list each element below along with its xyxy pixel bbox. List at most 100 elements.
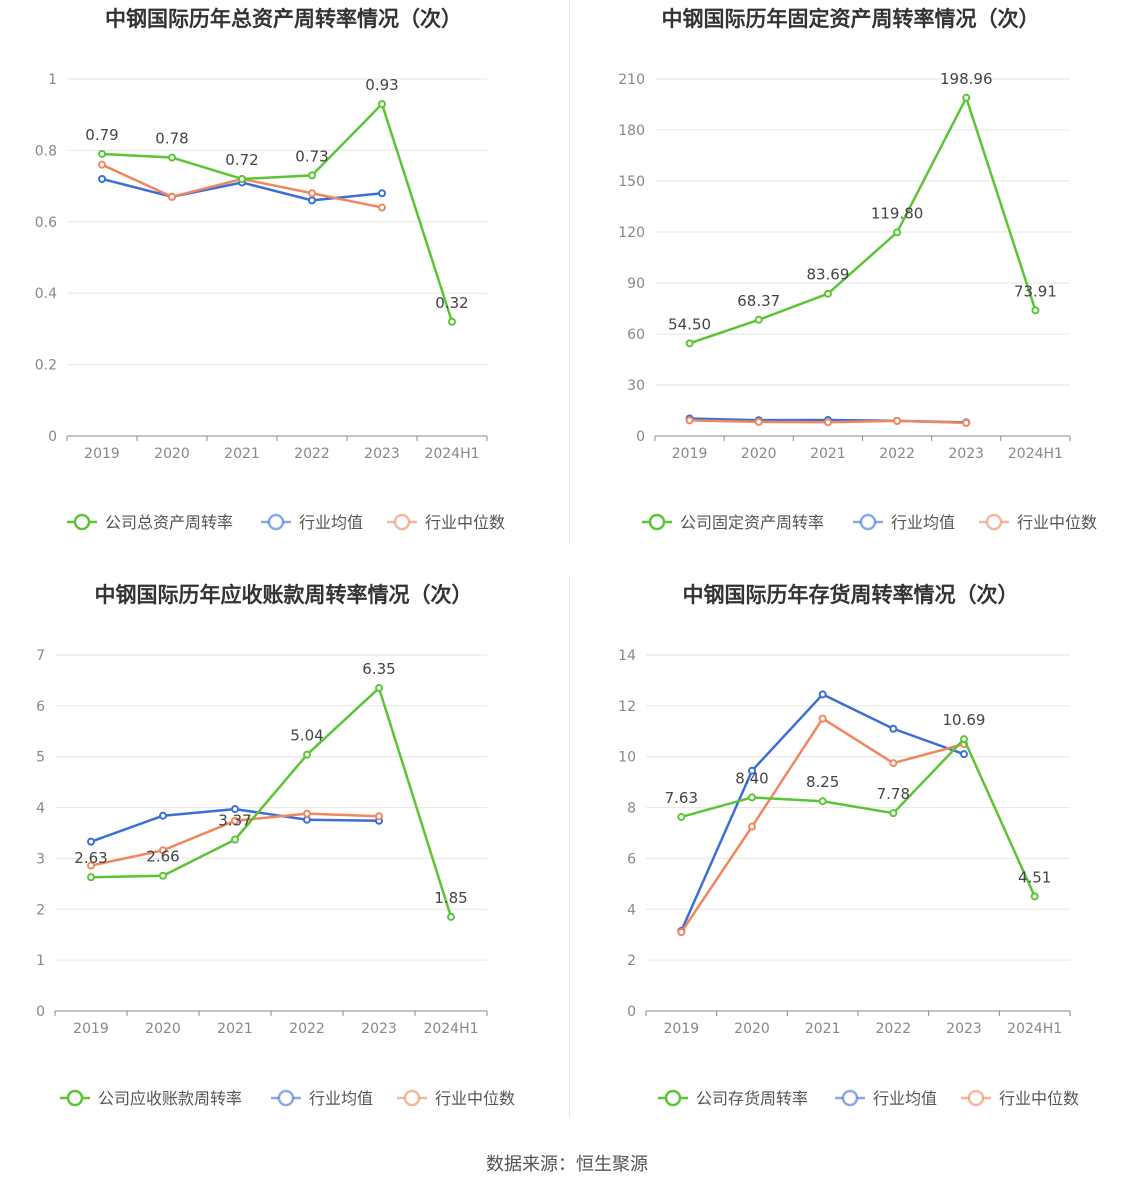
data-label: 198.96	[940, 70, 993, 88]
data-point-industry-average	[960, 750, 968, 759]
y-tick-label: 0.8	[35, 143, 57, 159]
x-tick-label: 2024H1	[1008, 446, 1063, 462]
data-label: 0.32	[435, 294, 468, 312]
data-label: 4.51	[1018, 868, 1051, 886]
data-point-company	[685, 339, 694, 348]
y-tick-label: 14	[618, 648, 636, 664]
data-label: 1.85	[434, 889, 467, 907]
data-label: 73.91	[1014, 282, 1057, 300]
data-label: 0.79	[85, 126, 118, 144]
series-line-company	[680, 737, 1036, 897]
y-tick-label: 4	[627, 902, 636, 918]
data-label: 7.78	[877, 785, 910, 803]
legend-marker-industry-median	[985, 513, 1003, 531]
legend-label-company: 公司存货周转率	[696, 1089, 808, 1108]
legend-marker-company	[66, 1089, 84, 1107]
data-label: 2.63	[74, 849, 107, 867]
y-tick-label: 10	[618, 750, 636, 766]
x-tick-label: 2019	[664, 1021, 700, 1037]
data-point-industry-median	[754, 417, 763, 426]
data-point-company	[962, 93, 971, 102]
data-point-company	[303, 750, 311, 759]
legend-label-industry-median: 行业中位数	[999, 1089, 1079, 1108]
data-point-company	[231, 835, 239, 844]
data-point-industry-median	[748, 822, 756, 831]
y-tick-label: 60	[627, 327, 645, 343]
data-point-company	[378, 99, 386, 108]
data-point-industry-median	[677, 928, 686, 937]
y-tick-label: 12	[618, 699, 636, 715]
data-label: 10.69	[943, 711, 986, 729]
x-tick-label: 2020	[734, 1021, 770, 1037]
x-tick-label: 2020	[154, 446, 190, 462]
data-label: 0.73	[295, 147, 328, 165]
data-label: 5.04	[290, 727, 323, 745]
data-point-industry-median	[893, 416, 902, 425]
data-point-company	[308, 171, 316, 180]
data-label: 8.25	[806, 773, 839, 791]
legend-label-industry-median: 行业中位数	[435, 1089, 515, 1108]
data-point-company	[893, 228, 902, 237]
y-tick-label: 180	[618, 123, 645, 139]
data-point-company	[1030, 892, 1039, 901]
chart-panel-receivables-turnover: 中钢国际历年应收账款周转率情况（次） 0 1 2 3 4 5 6 7 2019 2020 2021 20…	[0, 576, 567, 1152]
data-label: 54.50	[668, 315, 711, 333]
data-point-company	[960, 735, 968, 744]
y-tick-label: 0	[36, 1004, 45, 1020]
data-label: 0.72	[225, 151, 258, 169]
data-point-company	[98, 149, 106, 158]
x-tick-label: 2023	[361, 1021, 397, 1037]
data-point-industry-average	[303, 815, 311, 824]
data-source-note: 数据来源：恒生聚源	[486, 1154, 648, 1175]
data-point-industry-average	[308, 196, 316, 205]
data-label: 68.37	[737, 292, 780, 310]
data-point-company	[818, 797, 827, 806]
x-tick-label: 2021	[217, 1021, 253, 1037]
y-tick-label: 0	[627, 1004, 636, 1020]
legend-label-industry-average: 行业均值	[873, 1089, 937, 1108]
x-tick-label: 2023	[364, 446, 400, 462]
chart-title: 中钢国际历年应收账款周转率情况（次）	[95, 583, 473, 607]
legend-label-industry-average: 行业均值	[891, 513, 955, 532]
x-tick-label: 2024H1	[1007, 1021, 1062, 1037]
data-point-company	[375, 684, 383, 693]
data-point-company	[677, 812, 686, 821]
y-tick-label: 8	[627, 801, 636, 817]
data-point-company	[87, 873, 95, 882]
legend-marker-industry-median	[393, 513, 411, 531]
data-label: 119.80	[871, 204, 924, 222]
data-point-company	[823, 289, 832, 298]
data-label: 0.93	[365, 76, 398, 94]
y-tick-label: 0	[636, 429, 645, 445]
y-tick-label: 1	[36, 953, 45, 969]
legend-marker-industry-average	[859, 513, 877, 531]
vertical-divider-bottom	[569, 575, 570, 1118]
legend-label-company: 公司固定资产周转率	[680, 513, 824, 532]
data-label: 7.63	[665, 789, 698, 807]
x-tick-label: 2020	[741, 446, 777, 462]
data-point-company	[754, 315, 763, 324]
chart-title: 中钢国际历年固定资产周转率情况（次）	[662, 7, 1040, 31]
y-tick-label: 0	[48, 429, 57, 445]
data-point-industry-median	[375, 812, 383, 821]
legend-label-industry-median: 行业中位数	[425, 513, 505, 532]
y-tick-label: 3	[36, 851, 45, 867]
chart-title: 中钢国际历年存货周转率情况（次）	[683, 583, 1019, 607]
data-label: 8.40	[735, 769, 768, 787]
data-point-industry-average	[818, 690, 827, 699]
data-label: 2.66	[146, 848, 179, 866]
y-tick-label: 4	[36, 801, 45, 817]
chart-svg-inventory-turnover: 中钢国际历年存货周转率情况（次） 0 2 4 6 8 10 12 14 2019 2020 2021 2…	[618, 583, 1079, 1108]
chart-title: 中钢国际历年总资产周转率情况（次）	[105, 7, 462, 31]
chart-panel-fixed-asset-turnover: 中钢国际历年固定资产周转率情况（次） 0 30 60 90 120 150 180 210 201…	[567, 0, 1134, 576]
y-tick-label: 210	[618, 72, 645, 88]
legend-marker-company	[648, 513, 666, 531]
data-point-industry-median	[378, 203, 386, 212]
data-point-industry-median	[308, 189, 316, 198]
data-point-industry-average	[159, 811, 167, 820]
data-point-industry-median	[168, 192, 176, 201]
data-point-industry-average	[748, 766, 756, 775]
x-tick-label: 2019	[672, 446, 708, 462]
chart-panel-total-asset-turnover: 中钢国际历年总资产周转率情况（次） 0 0.2 0.4 0.6 0.8 1 2019 2020 2…	[0, 0, 567, 576]
data-point-company	[238, 174, 246, 183]
